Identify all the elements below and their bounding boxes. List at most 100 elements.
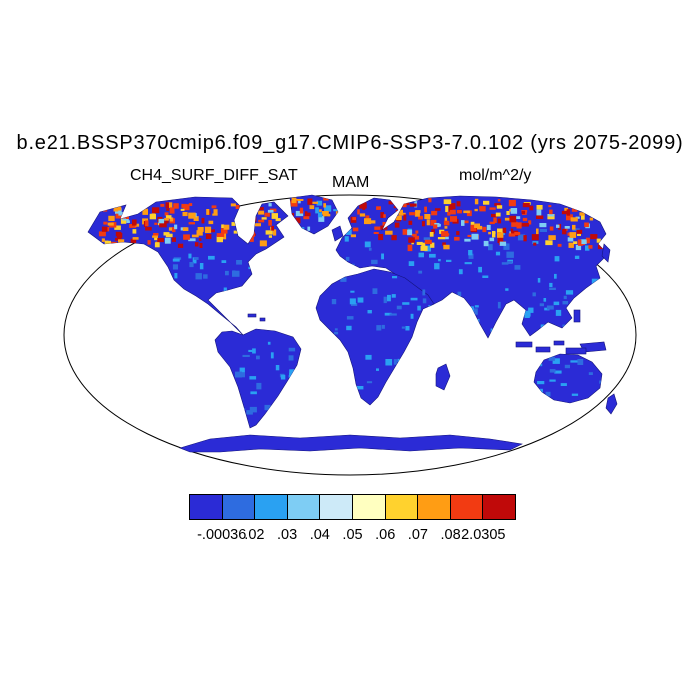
heat-cell: [143, 293, 150, 298]
heat-cell: [359, 202, 367, 209]
heat-cell: [315, 207, 319, 214]
heat-cell: [252, 348, 256, 354]
heat-cell: [268, 203, 272, 207]
heat-cell: [366, 381, 373, 384]
heat-cell: [582, 209, 589, 212]
heat-cell: [471, 308, 478, 315]
heat-cell: [456, 231, 460, 236]
heat-cell: [196, 230, 203, 236]
heat-cell: [564, 207, 569, 213]
heat-cell: [129, 224, 137, 228]
heat-cell: [508, 199, 516, 207]
heat-cell: [296, 199, 304, 201]
heat-cell: [101, 226, 108, 232]
heat-cell: [230, 393, 238, 398]
heat-cell: [442, 242, 446, 246]
heat-cell: [246, 235, 253, 238]
heat-cell: [573, 241, 578, 245]
heat-cell: [199, 243, 203, 248]
heat-cell: [444, 226, 448, 229]
heat-cell: [288, 347, 296, 352]
heat-cell: [194, 242, 199, 247]
heat-cell: [225, 415, 232, 419]
heat-cell: [569, 232, 577, 238]
heat-cell: [497, 199, 501, 202]
heat-cell: [237, 214, 243, 217]
heat-cell: [389, 313, 397, 316]
heat-cell: [203, 274, 208, 279]
heat-cell: [223, 224, 230, 230]
heat-cell: [290, 200, 298, 207]
heat-cell: [538, 388, 543, 395]
heat-cell: [288, 355, 294, 361]
heat-cell: [392, 276, 398, 279]
heat-cell: [514, 216, 521, 219]
heat-cell: [275, 407, 281, 411]
heat-cell: [171, 237, 176, 242]
heat-cell: [528, 307, 534, 313]
heat-cell: [395, 366, 400, 371]
heat-cell: [231, 290, 237, 297]
heat-cell: [125, 215, 129, 219]
heat-cell: [275, 365, 280, 371]
heat-cell: [252, 258, 257, 266]
heat-cell: [401, 326, 405, 329]
heat-cell: [239, 219, 245, 223]
heat-cell: [521, 210, 526, 215]
heat-cell: [350, 234, 356, 238]
heat-cell: [431, 229, 435, 234]
heat-cell: [539, 223, 547, 228]
heat-cell: [256, 270, 264, 273]
heat-cell: [258, 219, 265, 223]
heat-cell: [114, 225, 121, 230]
heat-cell: [457, 291, 462, 297]
heat-cell: [544, 307, 550, 311]
heat-cell: [188, 212, 196, 219]
heat-cell: [244, 223, 247, 227]
heat-cell: [584, 222, 589, 228]
heat-cell: [554, 370, 562, 374]
heat-cell: [443, 199, 452, 205]
heat-cell: [391, 235, 397, 241]
heat-cell: [497, 232, 504, 238]
heat-cell: [418, 270, 423, 274]
heat-cell: [509, 319, 516, 324]
heat-cell: [204, 226, 212, 234]
island-sulawesi: [565, 347, 587, 355]
heat-cell: [132, 229, 137, 234]
heat-cell: [153, 233, 159, 236]
colorbar-box-0: [189, 494, 223, 520]
heat-cell: [352, 227, 359, 232]
continent-australia: [533, 353, 603, 404]
heat-cell: [474, 198, 479, 205]
heat-cell: [478, 266, 482, 273]
heat-cell: [147, 249, 151, 252]
heat-cell: [376, 325, 382, 331]
heat-cell: [549, 287, 556, 290]
heat-cell: [423, 237, 431, 240]
heat-cell: [130, 238, 137, 244]
heat-cell: [415, 230, 419, 234]
heat-cell: [167, 202, 173, 208]
island-madagascar: [435, 363, 451, 391]
heat-cell: [174, 273, 178, 279]
heat-cell: [334, 328, 338, 331]
heat-cell: [548, 205, 552, 208]
heat-cell: [312, 201, 318, 204]
heat-cell: [533, 242, 537, 246]
heat-cell: [536, 215, 544, 219]
plot-title: b.e21.BSSP370cmip6.f09_g17.CMIP6-SSP3-7.…: [16, 132, 684, 154]
heat-cell: [407, 244, 413, 252]
heat-cell: [344, 236, 349, 242]
heat-cell: [163, 232, 170, 236]
heat-cell: [229, 375, 234, 380]
heat-cell: [428, 198, 432, 203]
heat-cell: [539, 303, 544, 307]
heat-cell: [182, 212, 188, 217]
heat-cell: [488, 244, 493, 251]
colorbar-tick-label: -.00036: [197, 527, 247, 543]
heat-cell: [588, 372, 593, 375]
colorbar-box-4: [319, 494, 353, 520]
heat-cell: [514, 310, 522, 314]
heat-cell: [409, 373, 417, 380]
